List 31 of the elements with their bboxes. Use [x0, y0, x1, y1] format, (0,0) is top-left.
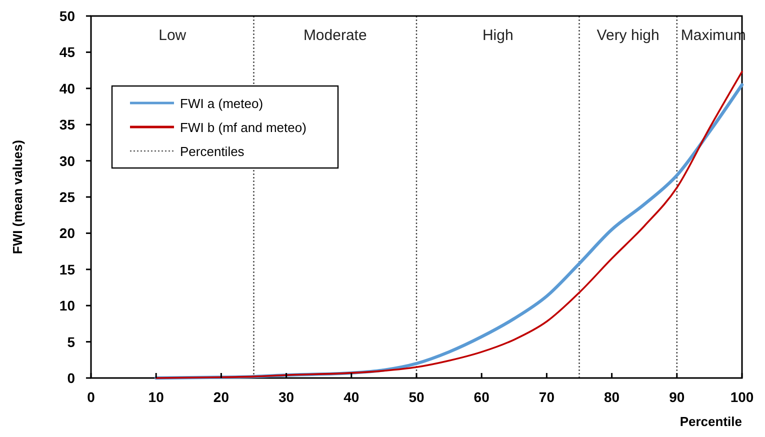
- y-tick-label: 20: [59, 225, 76, 242]
- x-tick-label: 90: [669, 389, 685, 405]
- y-tick-label: 40: [59, 80, 76, 96]
- x-tick-label: 20: [213, 389, 230, 405]
- legend-label: FWI a (meteo): [180, 96, 264, 111]
- x-tick-label: 10: [148, 389, 164, 405]
- legend-label: FWI b (mf and meteo): [180, 120, 306, 135]
- x-axis-title: Percentile: [680, 414, 742, 429]
- annotation: High: [482, 27, 514, 44]
- y-tick-label: 5: [67, 334, 76, 350]
- x-tick-label: 60: [474, 389, 490, 405]
- annotation: Very high: [596, 27, 660, 44]
- x-tick-label: 40: [344, 389, 360, 405]
- y-tick-label: 0: [67, 370, 76, 386]
- ref-line-label: Percentiles: [180, 144, 245, 159]
- x-tick-label: 30: [278, 389, 294, 405]
- y-axis-title: FWI (mean values): [10, 140, 25, 254]
- y-tick-label: 15: [59, 261, 76, 278]
- y-tick-label: 30: [59, 152, 76, 169]
- annotation: Low: [158, 27, 186, 44]
- y-tick-label: 35: [59, 116, 76, 133]
- x-tick-label: 0: [87, 389, 96, 405]
- x-tick-label: 100: [730, 389, 754, 405]
- x-tick-label: 80: [604, 389, 620, 405]
- y-tick-label: 45: [59, 44, 76, 60]
- y-tick-label: 50: [59, 8, 76, 24]
- y-tick-label: 10: [59, 298, 76, 314]
- annotation: Moderate: [303, 27, 367, 44]
- x-tick-label: 70: [538, 389, 555, 405]
- y-tick-label: 25: [59, 189, 76, 205]
- x-tick-label: 50: [408, 389, 424, 405]
